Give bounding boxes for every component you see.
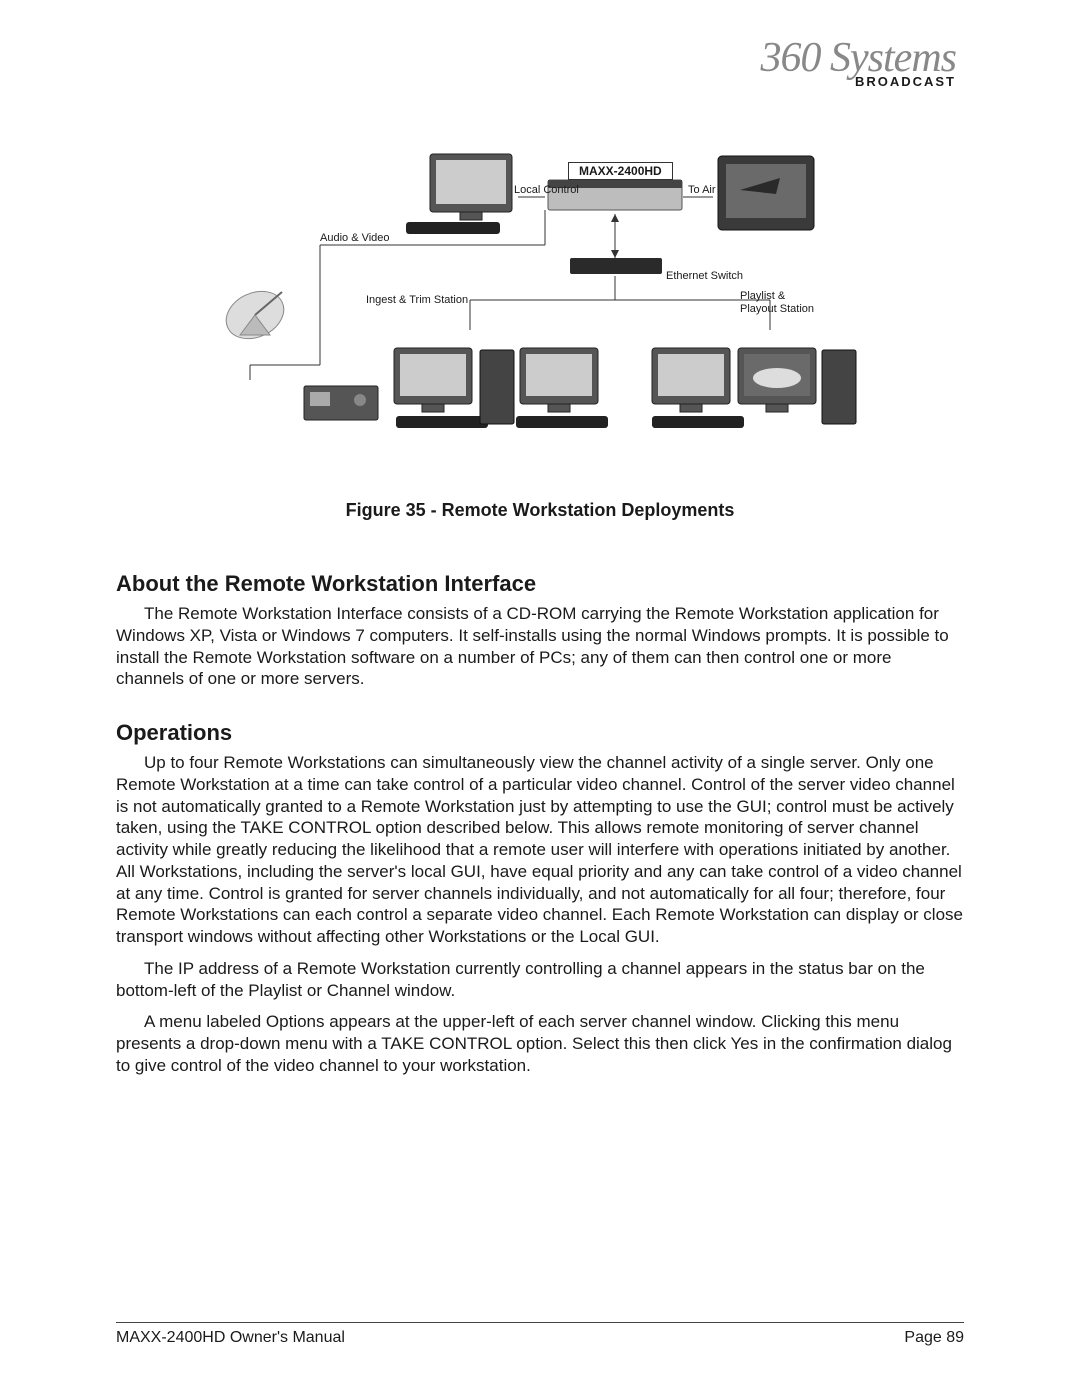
- section2-heading: Operations: [116, 720, 964, 746]
- section2-p2: The IP address of a Remote Workstation c…: [116, 958, 964, 1002]
- section2-p1: Up to four Remote Workstations can simul…: [116, 752, 964, 948]
- section1-p1: The Remote Workstation Interface consist…: [116, 603, 964, 690]
- label-to-air: To Air: [688, 184, 716, 196]
- label-playlist-2: Playout Station: [740, 303, 814, 315]
- label-audio-video: Audio & Video: [320, 232, 390, 244]
- label-ingest-trim: Ingest & Trim Station: [366, 294, 468, 306]
- section1-heading: About the Remote Workstation Interface: [116, 571, 964, 597]
- label-playlist-1: Playlist &: [740, 290, 785, 302]
- footer: MAXX-2400HD Owner's Manual Page 89: [116, 1322, 964, 1347]
- label-maxx: MAXX-2400HD: [568, 162, 673, 180]
- brand-logo: 360 Systems BROADCAST: [761, 40, 956, 89]
- figure-caption: Figure 35 - Remote Workstation Deploymen…: [116, 500, 964, 521]
- footer-right: Page 89: [904, 1329, 964, 1347]
- label-local-control: Local Control: [514, 184, 579, 196]
- section2-p3: A menu labeled Options appears at the up…: [116, 1011, 964, 1076]
- diagram-container: MAXX-2400HD Local Control To Air Audio &…: [116, 150, 964, 460]
- diagram: MAXX-2400HD Local Control To Air Audio &…: [220, 150, 860, 460]
- label-ethernet-switch: Ethernet Switch: [666, 270, 743, 282]
- logo-script: 360 Systems: [761, 40, 956, 78]
- footer-left: MAXX-2400HD Owner's Manual: [116, 1329, 345, 1347]
